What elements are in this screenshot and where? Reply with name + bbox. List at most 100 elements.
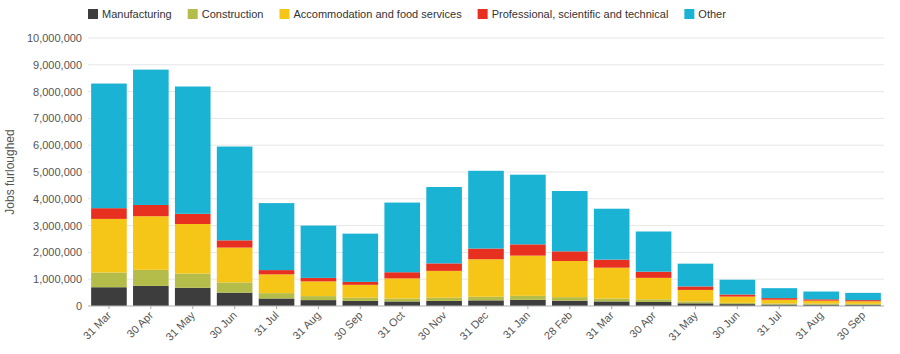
bar-segment — [343, 285, 379, 298]
bar-segment — [259, 298, 295, 306]
bar-segment — [343, 301, 379, 306]
x-tick — [192, 306, 193, 309]
bar-segment — [217, 282, 253, 292]
x-tick-label: 31 Mar — [583, 309, 616, 342]
bar-segment — [552, 251, 588, 261]
bar-segment — [301, 226, 337, 278]
x-tick-label: 30 Sep — [332, 309, 365, 342]
bar-segment — [636, 272, 672, 278]
bar-segment — [552, 297, 588, 300]
series — [91, 70, 881, 300]
bar-segment — [552, 301, 588, 306]
y-tick-label: 9,000,000 — [33, 59, 82, 71]
bar-segment — [678, 301, 714, 303]
bar-segment — [636, 231, 672, 271]
x-tick — [863, 306, 864, 309]
bar-segment — [343, 234, 379, 282]
bar-segment — [678, 286, 714, 289]
x-tick-label: 31 May — [163, 309, 197, 343]
bar-segment — [761, 300, 797, 304]
grid-line — [88, 64, 884, 65]
x-tick — [611, 306, 612, 309]
x-tick — [360, 306, 361, 309]
legend: Manufacturing Construction Accommodation a… — [88, 8, 726, 20]
bar-segment — [510, 300, 546, 306]
legend-item: Construction — [188, 8, 264, 20]
legend-swatch — [684, 9, 694, 19]
bar-segment — [720, 280, 756, 295]
x-tick — [569, 306, 570, 309]
bar-segment — [259, 203, 295, 270]
legend-label: Accommodation and food services — [293, 8, 462, 20]
y-axis-label: Jobs furloughed — [3, 129, 17, 214]
bar-segment — [468, 171, 504, 249]
bar-segment — [384, 272, 420, 278]
bar-segment — [803, 301, 839, 304]
bar-segment — [426, 301, 462, 306]
bar-segment — [720, 297, 756, 303]
bar-segment — [426, 263, 462, 271]
bar-segment — [594, 209, 630, 260]
bar-segment — [468, 259, 504, 297]
x-tick — [402, 306, 403, 309]
x-tick — [527, 306, 528, 309]
bar-segment — [552, 261, 588, 297]
bar-segment — [175, 288, 211, 306]
bar-segment — [384, 278, 420, 298]
bar-segment — [426, 271, 462, 298]
bar-segment — [217, 240, 253, 247]
bar-segment — [91, 273, 127, 288]
legend-label: Manufacturing — [102, 8, 172, 20]
x-tick — [737, 306, 738, 309]
x-tick-label: 31 Jul — [252, 309, 281, 338]
bar-segment — [384, 203, 420, 273]
bar-segment — [133, 216, 169, 270]
bar-segment — [133, 286, 169, 306]
bar-segment — [384, 298, 420, 301]
legend-swatch — [88, 9, 98, 19]
bar-segment — [803, 299, 839, 300]
bar-segment — [259, 293, 295, 298]
x-axis: 31 Mar30 Apr31 May30 Jun31 Jul31 Aug30 S… — [81, 306, 884, 343]
legend-label: Other — [698, 8, 726, 20]
x-tick-label: 30 Jun — [207, 309, 239, 341]
x-tick — [653, 306, 654, 309]
x-tick-label: 31 Oct — [375, 309, 406, 340]
legend-item: Manufacturing — [88, 8, 172, 20]
y-tick-label: 0 — [76, 300, 82, 312]
bar-segment — [845, 301, 881, 304]
bar-segment — [343, 298, 379, 301]
legend-item: Other — [684, 8, 726, 20]
x-tick — [234, 306, 235, 309]
bar-segment — [510, 175, 546, 245]
bar-segment — [803, 304, 839, 305]
bar-segment — [217, 248, 253, 283]
x-tick — [150, 306, 151, 309]
x-tick-label: 31 Dec — [457, 309, 490, 342]
legend-item: Accommodation and food services — [279, 8, 462, 20]
legend-item: Professional, scientific and technical — [478, 8, 669, 20]
y-tick-label: 4,000,000 — [33, 193, 82, 205]
x-tick-label: 30 Sep — [834, 309, 867, 342]
bar-segment — [133, 270, 169, 286]
bar-segment — [426, 187, 462, 263]
bar-segment — [217, 147, 253, 241]
x-tick-label: 30 Nov — [415, 309, 448, 342]
bar-segment — [91, 287, 127, 306]
y-tick-label: 7,000,000 — [33, 112, 82, 124]
bar-segment — [301, 281, 337, 296]
bar-segment — [175, 214, 211, 224]
bar-segment — [636, 278, 672, 299]
x-tick-label: 31 Jan — [500, 309, 532, 341]
bar-segment — [510, 256, 546, 296]
grid-line — [88, 38, 884, 39]
bar-segment — [720, 294, 756, 296]
y-tick-label: 8,000,000 — [33, 86, 82, 98]
bar-segment — [384, 301, 420, 306]
bar-segment — [175, 87, 211, 214]
legend-swatch — [279, 9, 289, 19]
bar-segment — [636, 302, 672, 306]
bar-segment — [91, 208, 127, 219]
bar-segment — [510, 296, 546, 300]
legend-swatch — [478, 9, 488, 19]
